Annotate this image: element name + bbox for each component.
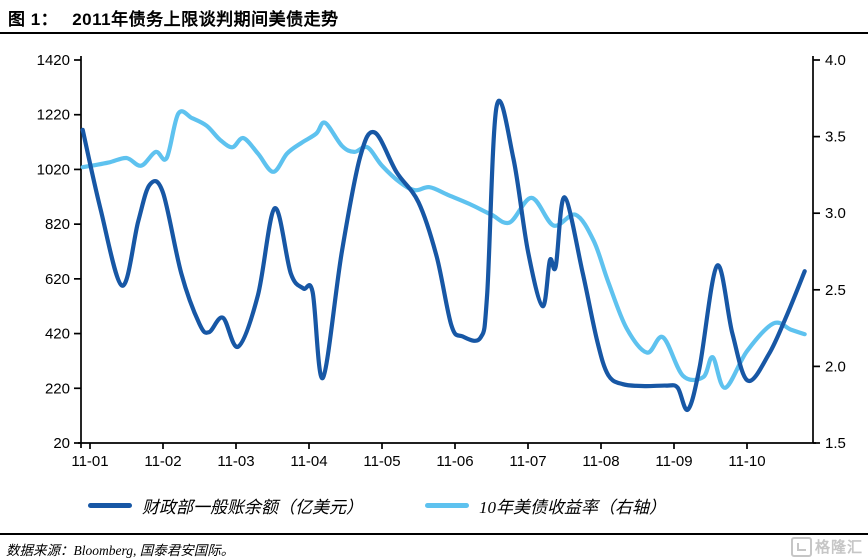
right-axis-tick-label: 2.5 [825, 282, 846, 299]
x-axis-tick-label: 11-06 [436, 453, 473, 470]
gelonghui-logo-icon [790, 536, 812, 557]
x-axis-tick-label: 11-07 [509, 453, 546, 470]
right-axis-tick-label: 4.0 [825, 52, 846, 69]
left-axis-tick-label: 620 [45, 271, 70, 288]
right-axis-tick-label: 3.0 [825, 205, 846, 222]
gelonghui-logo: 格隆汇 [790, 536, 863, 557]
gelonghui-logo-text: 格隆汇 [814, 539, 863, 556]
x-axis-tick-label: 11-01 [71, 453, 108, 470]
yield-line-swatch [425, 503, 469, 508]
chart-svg: 1420 1220 1020 820 620 420 220 20 4.0 3.5 3.0 2.5 2.… [37, 52, 846, 470]
x-axis-tick-label: 11-03 [217, 453, 254, 470]
footer-rule [0, 533, 868, 535]
title-underline [0, 32, 868, 34]
legend-item-yield: 10年美债收益率（右轴） [425, 493, 666, 518]
right-axis-tick-label: 3.5 [825, 129, 846, 146]
page-title: 2011年债务上限谈判期间美债走势 [72, 10, 339, 29]
source-note: 数据来源：Bloomberg, 国泰君安国际。 [6, 543, 235, 558]
x-axis-tick-label: 11-09 [655, 453, 692, 470]
x-axis-tick-label: 11-08 [582, 453, 619, 470]
treasury-yield-line [80, 109, 807, 390]
left-axis-tick-label: 20 [53, 435, 70, 452]
tga-balance-line [80, 98, 807, 412]
x-axis-tick-label: 11-02 [144, 453, 181, 470]
right-axis-tick-label: 1.5 [825, 435, 846, 452]
left-axis-tick-label: 1420 [37, 52, 70, 69]
figure-label: 图 1： [8, 10, 59, 29]
chart-area: 1420 1220 1020 820 620 420 220 20 4.0 3.5 3.0 2.5 2.… [37, 52, 846, 470]
x-axis-tick-label: 11-10 [728, 453, 765, 470]
x-axis-tick-label: 11-05 [363, 453, 400, 470]
x-axis-tick-label: 11-04 [290, 453, 327, 470]
legend-label-yield: 10年美债收益率（右轴） [479, 498, 666, 517]
legend-item-tga: 财政部一般账余额（亿美元） [88, 493, 363, 518]
left-axis-tick-label: 420 [45, 326, 70, 343]
legend-label-tga: 财政部一般账余额（亿美元） [142, 498, 363, 517]
left-axis-tick-label: 1220 [37, 107, 70, 124]
figure-header: 图 1： 2011年债务上限谈判期间美债走势 [8, 5, 339, 30]
chart-legend: 财政部一般账余额（亿美元） 10年美债收益率（右轴） [88, 493, 666, 518]
left-axis-tick-label: 1020 [37, 161, 70, 178]
tga-line-swatch [88, 503, 132, 508]
left-axis-tick-label: 820 [45, 216, 70, 233]
right-axis-tick-label: 2.0 [825, 358, 846, 375]
left-axis-tick-label: 220 [45, 380, 70, 397]
